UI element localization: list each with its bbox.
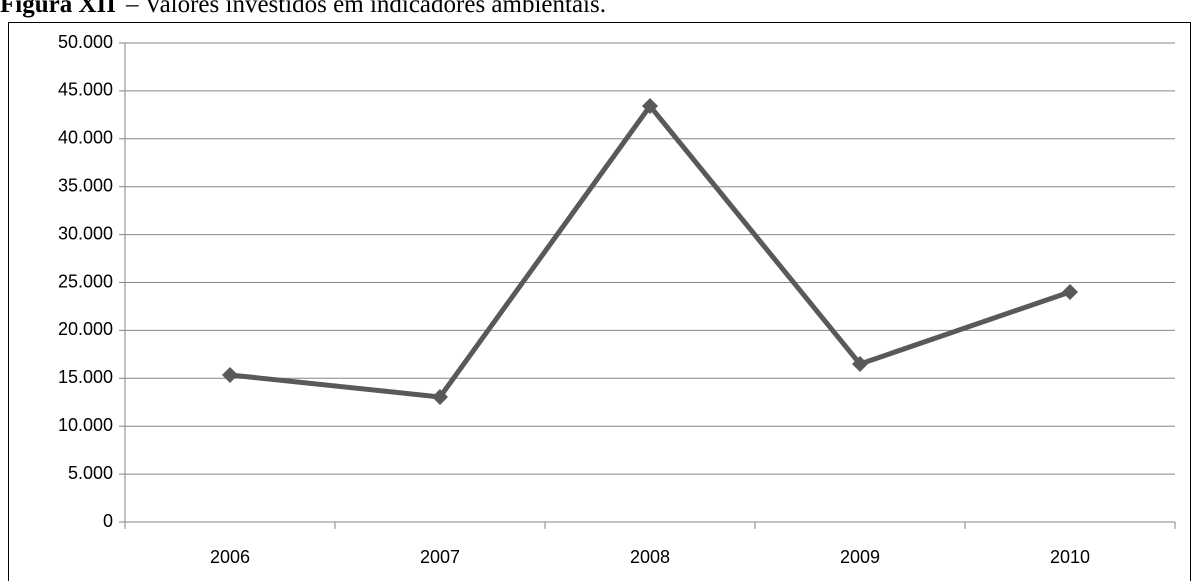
chart-border (8, 22, 1191, 581)
y-tick-label: 20.000 (58, 319, 113, 339)
title-label: Figura XII (0, 0, 116, 18)
title-text: – Valores investidos em indicadores ambi… (125, 0, 606, 18)
y-tick-label: 45.000 (58, 80, 113, 100)
point-marker (852, 356, 868, 373)
y-tick-label: 30.000 (58, 223, 113, 243)
point-marker (222, 366, 238, 383)
y-tick-label: 40.000 (58, 128, 113, 148)
y-tick-label: 35.000 (58, 175, 113, 195)
x-tick-label: 2010 (1050, 547, 1090, 567)
x-tick-label: 2007 (420, 547, 460, 567)
y-tick-label: 10.000 (58, 415, 113, 435)
series-line (229, 103, 1071, 400)
point-marker (432, 388, 448, 405)
x-tick-label: 2008 (630, 547, 670, 567)
y-tick-label: 50.000 (58, 32, 113, 52)
x-tick-label: 2006 (210, 547, 250, 567)
y-tick-label: 15.000 (58, 367, 113, 387)
chart-title: Figura XII – Valores investidos em indica… (0, 0, 606, 18)
y-tick-label: 25.000 (58, 271, 113, 291)
y-tick-label: 0 (103, 511, 113, 531)
point-marker (642, 98, 658, 115)
point-marker (1062, 283, 1078, 300)
y-tick-label: 5.000 (68, 463, 113, 483)
x-tick-label: 2009 (840, 547, 880, 567)
